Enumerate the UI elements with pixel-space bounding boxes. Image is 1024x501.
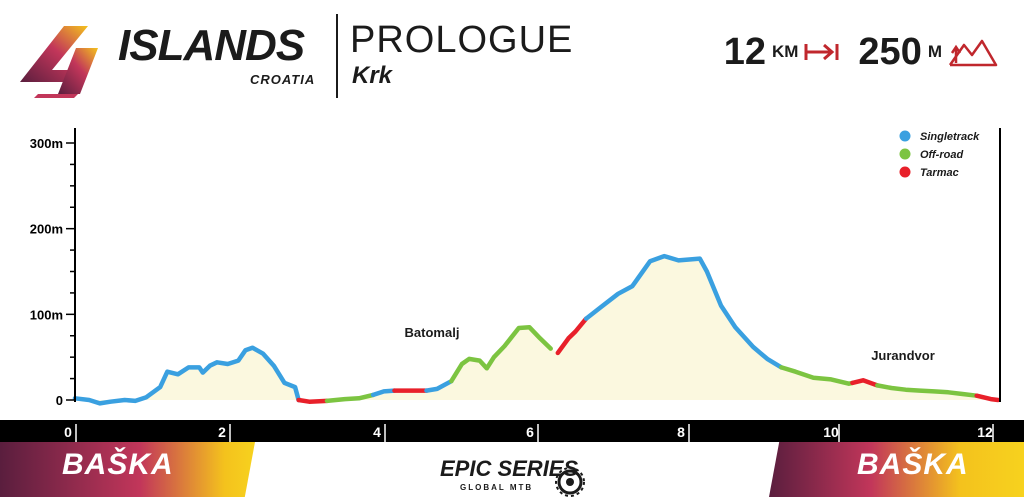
- profile-segment-tarmac: [555, 316, 589, 356]
- place-annotation: Jurandvor: [871, 348, 935, 363]
- start-location: BAŠKA: [62, 448, 174, 481]
- elevation-unit: M: [927, 42, 942, 61]
- elevation-profile-chart: 300m 200m 100m 0 Singletrack Off-road Tarmac …: [0, 110, 1024, 428]
- x-tick-label: 6: [526, 424, 534, 440]
- sponsor-subtitle: GLOBAL MTB: [460, 483, 533, 492]
- legend-swatch: [899, 166, 911, 178]
- distance-value: 12: [723, 31, 766, 73]
- profile-segment-singletrack: [370, 388, 397, 398]
- legend-swatch: [899, 130, 911, 142]
- profile-segment-tarmac: [974, 393, 1001, 403]
- x-tick-label: 12: [977, 424, 993, 440]
- distance-arrow-icon: [804, 43, 839, 61]
- distance-axis-labels: 0 2 4 6 8 10 12: [64, 424, 994, 442]
- x-tick-label: 0: [64, 424, 72, 440]
- profile-segment-off-road: [324, 392, 376, 404]
- y-tick-label: 0: [56, 393, 63, 408]
- header: ISLANDS CROATIA PROLOGUE Krk 12 KM 250 M: [0, 0, 1024, 110]
- profile-segment-off-road: [875, 383, 979, 398]
- profile-segment-off-road: [779, 365, 855, 386]
- legend-swatch: [899, 148, 911, 160]
- sponsor-name: EPIC SERIES: [440, 456, 578, 481]
- profile-segment-off-road: [449, 324, 553, 384]
- legend-label: Singletrack: [920, 131, 980, 143]
- profile-segment-singletrack: [583, 253, 784, 370]
- chainring-icon: [555, 467, 585, 497]
- stage-stats: 12 KM 250 M: [724, 30, 998, 74]
- profile-segment-singletrack: [424, 378, 454, 393]
- mountain-ascent-icon: [948, 39, 998, 67]
- stage-title: PROLOGUE: [350, 19, 574, 61]
- finish-location: BAŠKA: [857, 448, 969, 481]
- epic-series-logo: EPIC SERIES GLOBAL MTB: [440, 456, 585, 497]
- profile-segment-tarmac: [850, 378, 880, 388]
- header-divider: [336, 14, 338, 98]
- elevation-area-fill: [75, 256, 998, 404]
- y-tick-label: 300m: [30, 136, 63, 151]
- profile-segment-tarmac: [296, 397, 330, 404]
- start-badge: BAŠKA: [0, 442, 255, 497]
- y-tick-label: 100m: [30, 307, 63, 322]
- x-tick-label: 10: [823, 424, 839, 440]
- legend-label: Off-road: [920, 149, 963, 161]
- x-tick-label: 8: [677, 424, 685, 440]
- legend-label: Tarmac: [920, 167, 959, 179]
- y-tick-label: 200m: [30, 222, 63, 237]
- distance-axis-bar: [0, 420, 1024, 442]
- x-tick-label: 2: [218, 424, 226, 440]
- stage-location: Krk: [352, 62, 393, 89]
- logo-wordmark: ISLANDS: [118, 21, 305, 70]
- logo-subtitle: CROATIA: [250, 72, 316, 87]
- event-logo: ISLANDS CROATIA: [18, 20, 328, 98]
- x-tick-label: 4: [373, 424, 381, 440]
- four-islands-logo-mark-icon: [20, 26, 98, 98]
- finish-badge: BAŠKA: [769, 442, 1024, 497]
- distance-unit: KM: [771, 42, 799, 61]
- profile-segment-singletrack: [72, 345, 301, 406]
- elevation-value: 250: [858, 31, 922, 73]
- place-annotation: Batomalj: [405, 325, 460, 340]
